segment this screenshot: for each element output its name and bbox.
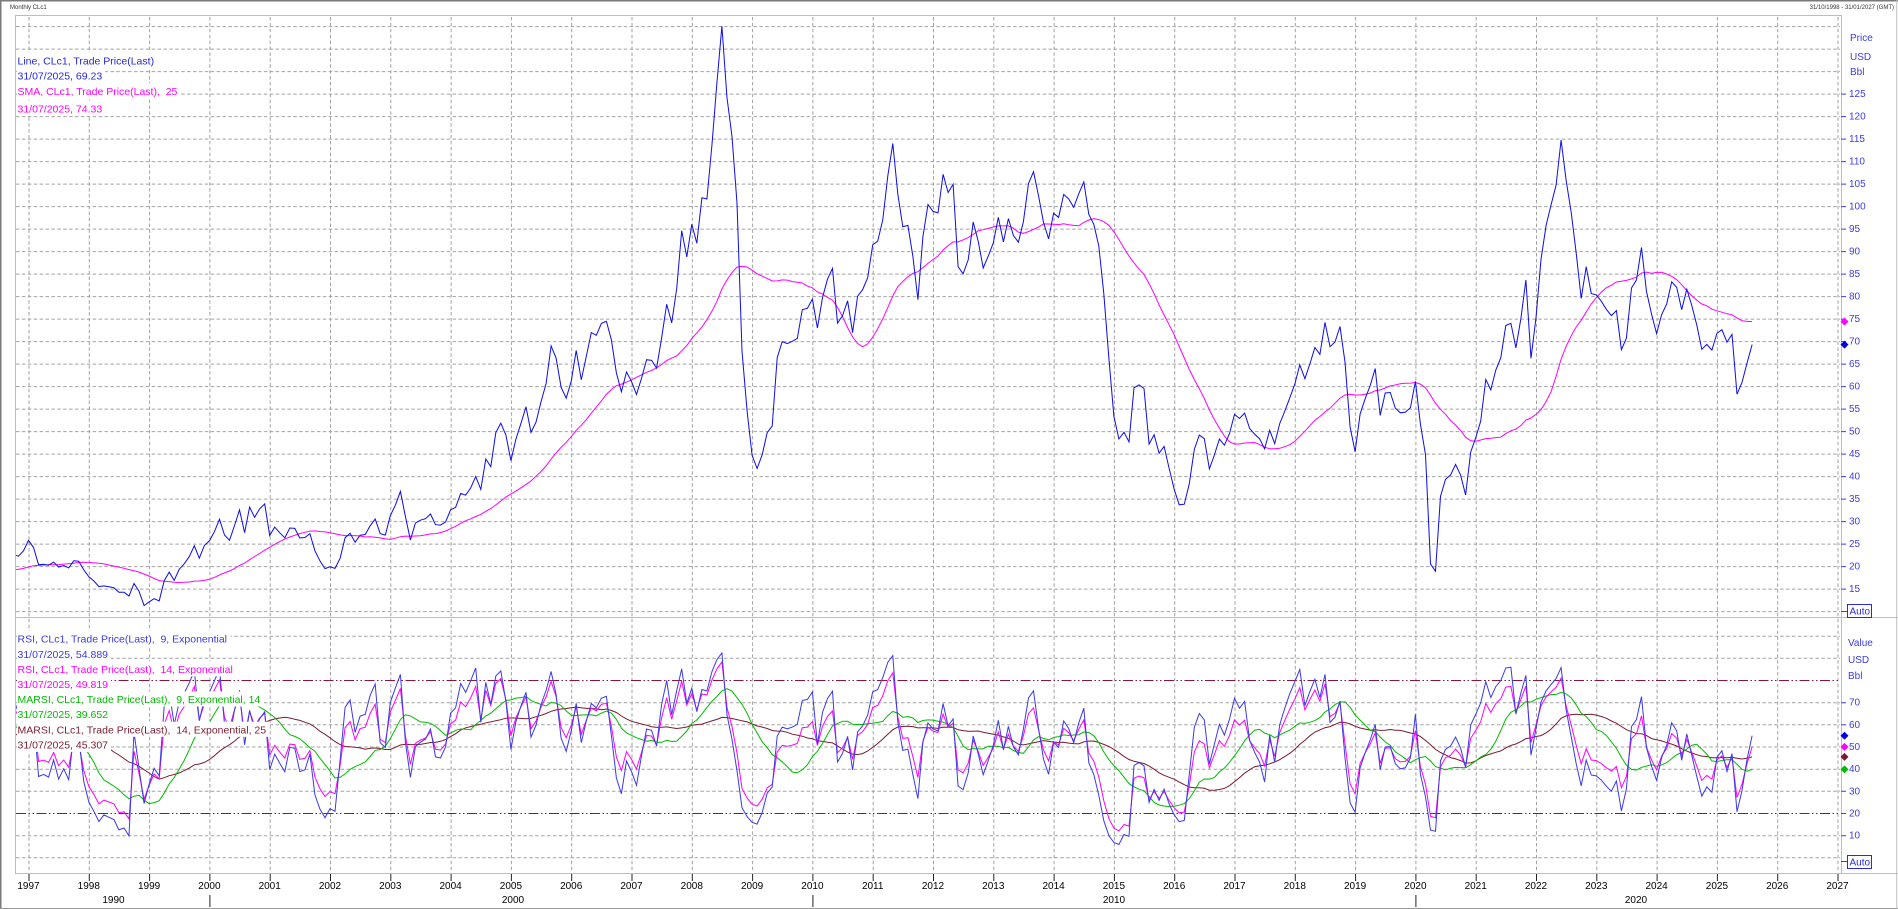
svg-text:MARSI, CLc1, Trade Price(Last): MARSI, CLc1, Trade Price(Last), 9, Expon…: [18, 694, 261, 706]
svg-text:15: 15: [1849, 584, 1861, 595]
svg-text:2023: 2023: [1585, 881, 1608, 892]
svg-text:80: 80: [1849, 292, 1861, 303]
svg-text:2022: 2022: [1525, 881, 1548, 892]
svg-text:2001: 2001: [259, 881, 282, 892]
svg-text:2015: 2015: [1103, 881, 1126, 892]
svg-text:50: 50: [1849, 742, 1861, 753]
svg-text:2026: 2026: [1766, 881, 1789, 892]
svg-text:Value: Value: [1848, 638, 1873, 649]
svg-text:2010: 2010: [801, 881, 824, 892]
svg-text:2019: 2019: [1344, 881, 1367, 892]
svg-text:31/07/2025, 49.819: 31/07/2025, 49.819: [18, 679, 109, 691]
svg-text:2013: 2013: [982, 881, 1005, 892]
svg-text:2020: 2020: [1404, 881, 1427, 892]
svg-text:31/07/2025, 69.23: 31/07/2025, 69.23: [18, 71, 103, 83]
svg-text:Bbl: Bbl: [1850, 67, 1864, 78]
svg-text:2007: 2007: [620, 881, 643, 892]
svg-text:85: 85: [1849, 269, 1861, 280]
svg-text:2018: 2018: [1284, 881, 1307, 892]
svg-text:1997: 1997: [17, 881, 40, 892]
svg-text:1999: 1999: [138, 881, 161, 892]
svg-text:40: 40: [1849, 764, 1861, 775]
svg-text:31/07/2025, 54.889: 31/07/2025, 54.889: [18, 649, 109, 661]
svg-text:115: 115: [1849, 134, 1865, 145]
svg-text:USD: USD: [1850, 52, 1871, 63]
svg-text:75: 75: [1849, 314, 1861, 325]
svg-text:25: 25: [1849, 539, 1861, 550]
svg-text:70: 70: [1849, 337, 1861, 348]
svg-text:RSI, CLc1, Trade Price(Last),: RSI, CLc1, Trade Price(Last), 9, Exponen…: [18, 634, 228, 646]
svg-text:125: 125: [1849, 89, 1866, 100]
svg-text:55: 55: [1849, 404, 1861, 415]
svg-text:2010: 2010: [1103, 895, 1126, 906]
svg-text:2011: 2011: [862, 881, 884, 892]
svg-text:45: 45: [1849, 449, 1861, 460]
svg-text:1990: 1990: [102, 895, 125, 906]
svg-text:30: 30: [1849, 517, 1861, 528]
svg-text:2025: 2025: [1706, 881, 1729, 892]
svg-text:120: 120: [1849, 112, 1866, 123]
svg-text:2000: 2000: [198, 881, 221, 892]
svg-text:65: 65: [1849, 359, 1861, 370]
svg-text:2008: 2008: [681, 881, 704, 892]
svg-text:20: 20: [1849, 562, 1861, 573]
svg-text:100: 100: [1849, 202, 1866, 213]
svg-text:31/07/2025, 74.33: 31/07/2025, 74.33: [18, 103, 103, 115]
svg-text:SMA, CLc1, Trade Price(Last),: SMA, CLc1, Trade Price(Last), 25: [18, 86, 178, 98]
svg-text:110: 110: [1849, 157, 1865, 168]
svg-text:95: 95: [1849, 224, 1861, 235]
svg-text:2003: 2003: [379, 881, 402, 892]
svg-text:2021: 2021: [1465, 881, 1488, 892]
svg-text:2009: 2009: [741, 881, 764, 892]
svg-text:31/10/1998 - 31/01/2027 (GMT): 31/10/1998 - 31/01/2027 (GMT): [1810, 5, 1894, 11]
svg-text:2016: 2016: [1163, 881, 1186, 892]
svg-text:2000: 2000: [502, 895, 525, 906]
svg-text:30: 30: [1849, 786, 1861, 797]
svg-text:Price: Price: [1850, 33, 1873, 44]
svg-text:2014: 2014: [1042, 881, 1065, 892]
svg-text:31/07/2025, 39.652: 31/07/2025, 39.652: [18, 709, 109, 721]
svg-text:Line, CLc1, Trade Price(Last): Line, CLc1, Trade Price(Last): [18, 56, 155, 68]
svg-text:50: 50: [1849, 427, 1861, 438]
svg-text:USD: USD: [1848, 655, 1869, 666]
svg-text:MARSI, CLc1, Trade Price(Last): MARSI, CLc1, Trade Price(Last), 14, Expo…: [18, 724, 267, 736]
svg-text:2006: 2006: [560, 881, 583, 892]
svg-text:Bbl: Bbl: [1848, 671, 1862, 682]
svg-text:2020: 2020: [1625, 895, 1648, 906]
svg-text:70: 70: [1849, 698, 1861, 709]
svg-text:90: 90: [1849, 247, 1861, 258]
svg-text:RSI, CLc1, Trade Price(Last),: RSI, CLc1, Trade Price(Last), 14, Expone…: [18, 664, 233, 676]
svg-text:2027: 2027: [1826, 881, 1849, 892]
svg-text:10: 10: [1849, 831, 1861, 842]
svg-text:31/07/2025, 45.307: 31/07/2025, 45.307: [18, 740, 109, 752]
svg-text:2024: 2024: [1645, 881, 1668, 892]
svg-text:Auto: Auto: [1850, 607, 1871, 618]
svg-text:2012: 2012: [922, 881, 945, 892]
svg-text:Auto: Auto: [1850, 858, 1871, 869]
svg-text:2004: 2004: [439, 881, 462, 892]
svg-text:Monthly CLc1: Monthly CLc1: [10, 5, 47, 11]
svg-text:105: 105: [1849, 179, 1866, 190]
svg-text:40: 40: [1849, 472, 1861, 483]
svg-text:2005: 2005: [500, 881, 523, 892]
svg-text:60: 60: [1849, 382, 1861, 393]
svg-text:35: 35: [1849, 494, 1861, 505]
svg-text:20: 20: [1849, 809, 1861, 820]
svg-text:60: 60: [1849, 720, 1861, 731]
svg-text:2017: 2017: [1223, 881, 1246, 892]
svg-text:1998: 1998: [78, 881, 101, 892]
svg-text:2002: 2002: [319, 881, 342, 892]
